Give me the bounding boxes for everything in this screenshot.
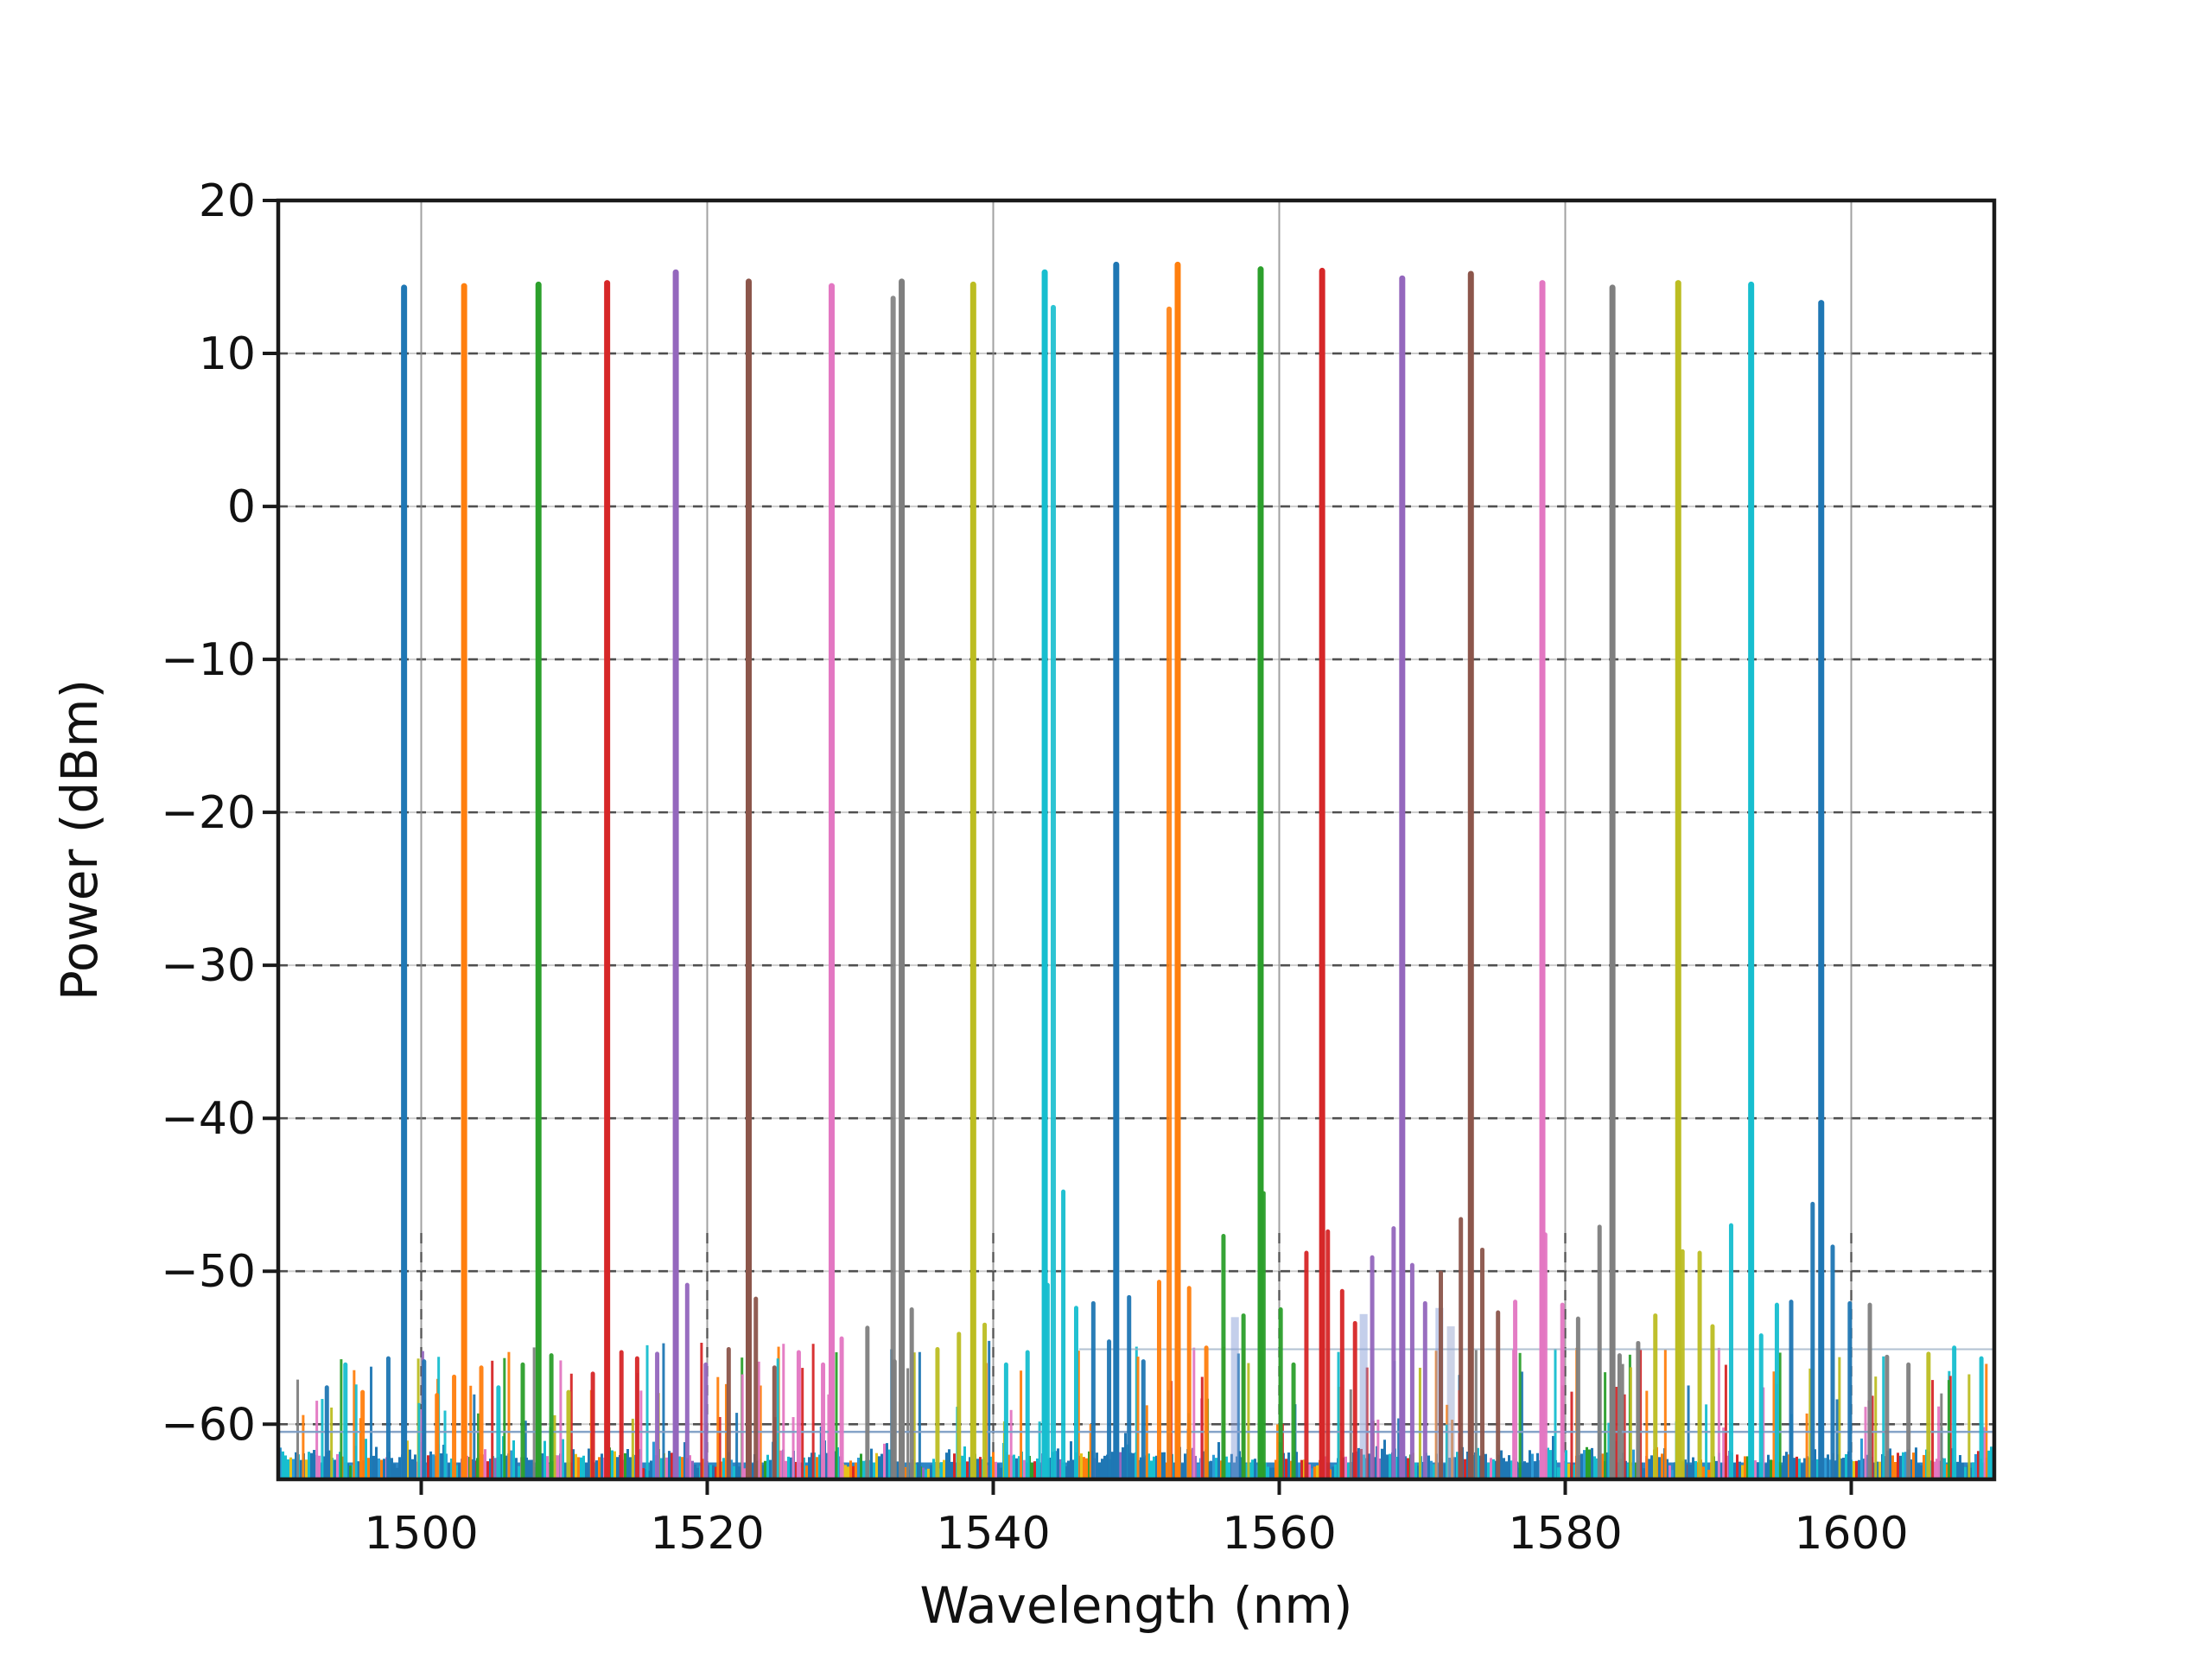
- x-tick-label: 1520: [650, 1508, 764, 1560]
- x-tick-label: 1580: [1508, 1508, 1622, 1560]
- y-axis-label: Power (dBm): [50, 679, 109, 1001]
- y-tick-label: −20: [161, 787, 256, 839]
- x-tick-labels: 1500 1520 1540 1560 1580 1600: [364, 1508, 1908, 1560]
- companion-peaks: [890, 296, 1173, 1478]
- y-tick-label: −50: [161, 1246, 256, 1298]
- x-ticks: [419, 1479, 1853, 1495]
- axis-spines: [276, 198, 1997, 1482]
- y-tick-label: −30: [161, 940, 256, 992]
- y-tick-label: −40: [161, 1093, 256, 1145]
- x-tick-label: 1600: [1794, 1508, 1908, 1560]
- spur-lines: [324, 1189, 1984, 1478]
- y-tick-labels: 20 10 0 −10 −20 −30 −40 −50 −60: [161, 175, 256, 1451]
- y-tick-label: −10: [161, 634, 256, 686]
- y-tick-label: 10: [199, 328, 256, 380]
- y-tick-label: 20: [199, 175, 256, 227]
- channel-peaks: [401, 261, 1825, 1478]
- y-ticks: [263, 199, 278, 1427]
- x-tick-label: 1500: [364, 1508, 478, 1560]
- x-tick-label: 1560: [1222, 1508, 1336, 1560]
- y-tick-label: −60: [161, 1399, 256, 1451]
- x-tick-label: 1540: [936, 1508, 1050, 1560]
- x-axis-label: Wavelength (nm): [919, 1576, 1352, 1635]
- y-tick-label: 0: [227, 481, 256, 533]
